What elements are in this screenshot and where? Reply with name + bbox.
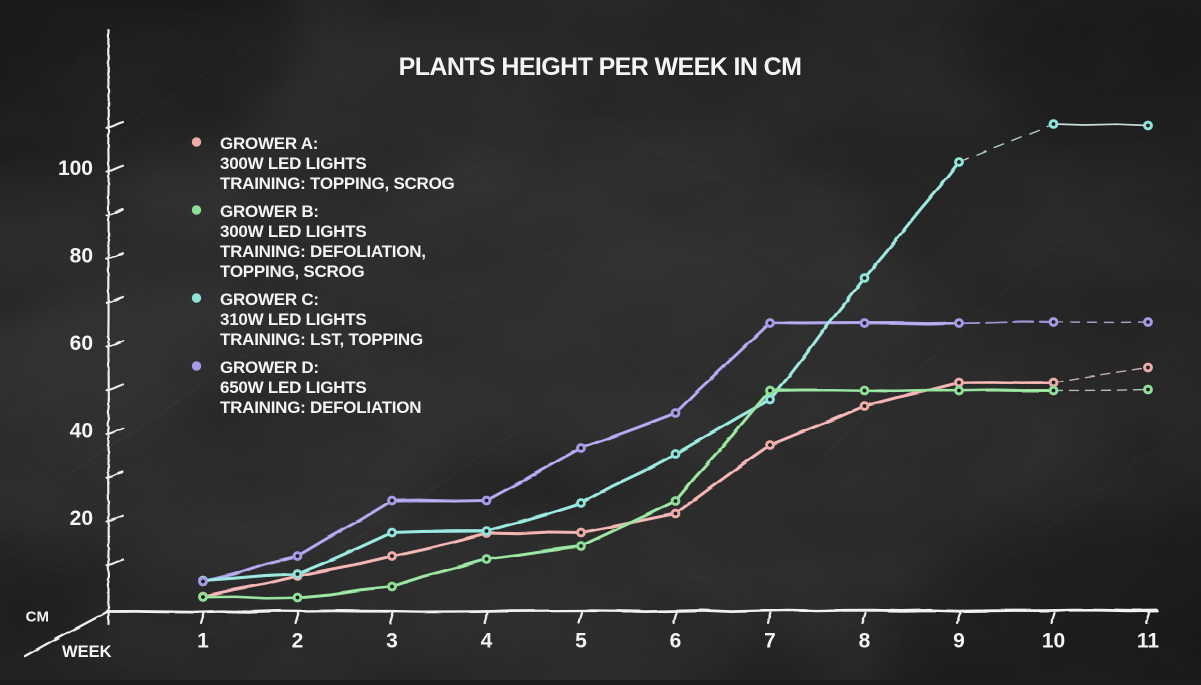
svg-text:11: 11 (1137, 630, 1160, 653)
svg-text:TRAINING: LST, TOPPING: TRAINING: LST, TOPPING (220, 330, 423, 349)
svg-text:6: 6 (670, 630, 682, 653)
svg-text:300W LED LIGHTS: 300W LED LIGHTS (220, 222, 366, 241)
svg-text:80: 80 (70, 245, 93, 268)
svg-text:1: 1 (197, 630, 209, 653)
svg-text:GROWER C:: GROWER C: (220, 290, 319, 309)
svg-text:650W LED LIGHTS: 650W LED LIGHTS (220, 378, 366, 397)
svg-text:5: 5 (575, 630, 587, 653)
svg-text:7: 7 (764, 630, 776, 653)
svg-text:20: 20 (70, 507, 93, 530)
svg-text:60: 60 (70, 332, 93, 355)
svg-text:TRAINING: TOPPING, SCROG: TRAINING: TOPPING, SCROG (220, 174, 455, 193)
svg-text:TRAINING: DEFOLIATION: TRAINING: DEFOLIATION (220, 398, 421, 417)
svg-text:PLANTS HEIGHT PER WEEK IN CM: PLANTS HEIGHT PER WEEK IN CM (399, 53, 802, 81)
svg-text:10: 10 (1042, 630, 1065, 653)
svg-text:40: 40 (70, 420, 93, 443)
svg-text:WEEK: WEEK (62, 643, 112, 661)
svg-text:310W LED LIGHTS: 310W LED LIGHTS (220, 310, 366, 329)
svg-text:300W LED LIGHTS: 300W LED LIGHTS (220, 154, 366, 173)
svg-text:CM: CM (26, 609, 49, 626)
svg-text:9: 9 (953, 630, 965, 653)
svg-text:8: 8 (859, 630, 871, 653)
svg-text:2: 2 (292, 630, 304, 653)
svg-text:3: 3 (386, 630, 398, 653)
svg-text:GROWER B:: GROWER B: (220, 202, 319, 221)
svg-text:TOPPING, SCROG: TOPPING, SCROG (220, 262, 365, 281)
svg-text:4: 4 (481, 630, 493, 653)
svg-text:100: 100 (58, 157, 93, 180)
svg-text:GROWER D:: GROWER D: (220, 358, 319, 377)
svg-text:TRAINING: DEFOLIATION,: TRAINING: DEFOLIATION, (220, 242, 426, 261)
svg-text:GROWER A:: GROWER A: (220, 134, 318, 153)
